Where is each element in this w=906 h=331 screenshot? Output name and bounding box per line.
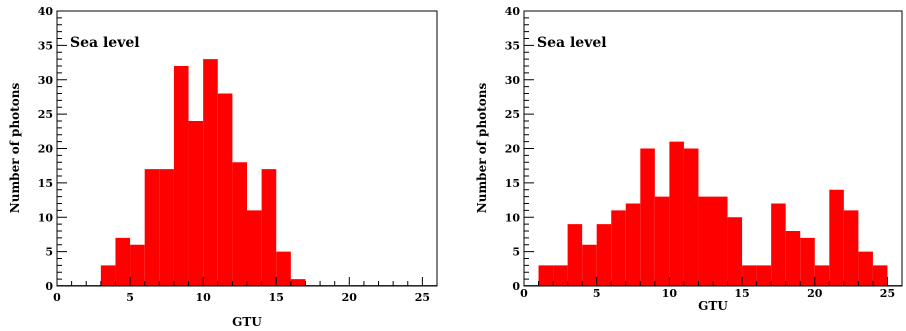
histogram-bar [144,169,160,286]
histogram-bar [742,265,757,286]
histogram-bar [756,265,772,286]
x-tick-label: 20 [807,287,823,300]
x-axis-title: GTU [232,315,262,329]
histogram-bar [829,189,844,286]
histogram-bar [100,265,116,286]
y-tick-label: 0 [45,280,53,293]
histogram-bar [872,265,888,286]
y-axis-title: Number of photons [475,83,489,214]
y-tick-label: 15 [505,177,520,190]
histogram-bar [713,196,728,286]
ticks: 0 5 10 15 20 25 0 5 10 15 20 25 30 35 40 [38,5,438,304]
histogram-bar [582,244,597,286]
histogram-bar [173,66,189,286]
histogram-bar [785,231,801,286]
histogram-bar [669,141,684,286]
y-tick-label: 25 [505,108,520,121]
y-tick-label: 10 [505,211,521,224]
histogram-bar [290,279,306,286]
y-tick-label: 40 [38,5,54,18]
histogram-bar [698,196,713,286]
y-tick-label: 5 [512,246,520,259]
y-tick-label: 40 [505,5,521,18]
histogram-bar [247,210,262,286]
x-tick-label: 15 [734,287,749,300]
plot-frame [56,10,438,287]
histogram-bar [858,251,873,286]
y-tick-label: 5 [45,246,53,259]
x-tick-label: 20 [342,291,358,304]
histogram-bar [261,169,277,286]
bars [524,141,902,286]
x-tick-label: 5 [593,287,601,300]
y-tick-label: 10 [38,211,54,224]
histogram-bar [553,265,568,286]
x-tick-label: 10 [662,287,678,300]
histogram-bar [538,265,554,286]
histogram-bar [188,121,204,286]
histogram-bar [625,203,641,286]
ticks: 0 5 10 15 20 25 0 5 10 15 20 25 30 35 40 [505,5,903,300]
y-tick-label: 35 [38,39,53,52]
y-axis-title: Number of photons [8,83,22,214]
bars [57,59,437,286]
x-tick-label: 25 [415,291,430,304]
histogram-bar [771,203,786,286]
histogram-bar [800,237,815,286]
y-tick-label: 30 [38,74,54,87]
x-tick-label: 25 [880,287,895,300]
y-tick-label: 20 [505,143,521,156]
histogram-bar [596,224,612,286]
annotation-label: Sea level [537,35,607,51]
histogram-bar [814,265,830,286]
plot-frame [523,10,903,287]
x-tick-label: 10 [195,291,211,304]
x-tick-label: 0 [53,291,61,304]
histogram-bar [203,59,218,286]
histogram-panel-right: 0 5 10 15 20 25 0 5 10 15 20 25 30 35 40 Sea level GTU… [475,5,903,313]
histogram-bar [843,210,859,286]
y-tick-label: 30 [505,74,521,87]
histogram-bar [683,148,699,286]
x-tick-label: 0 [520,287,528,300]
x-tick-label: 15 [269,291,284,304]
annotation-label: Sea level [70,35,140,51]
x-axis-title: GTU [698,299,728,313]
y-tick-label: 25 [38,108,53,121]
histogram-bar [276,251,291,286]
y-tick-label: 0 [512,280,520,293]
histogram-bar [567,224,583,286]
y-tick-label: 20 [38,143,54,156]
histogram-bar [727,217,743,286]
histogram-panel-left: 0 5 10 15 20 25 0 5 10 15 20 25 30 35 40 Sea level GTU… [8,5,438,329]
histogram-bar [115,237,131,286]
y-tick-label: 35 [505,39,520,52]
histogram-bar [130,244,145,286]
y-tick-label: 15 [38,177,53,190]
histogram-bar [611,210,626,286]
x-tick-label: 5 [126,291,134,304]
histogram-bar [159,169,174,286]
histogram-bar [232,162,247,286]
histogram-bar [640,148,655,286]
histogram-bar [654,196,670,286]
histogram-bar [217,93,233,286]
